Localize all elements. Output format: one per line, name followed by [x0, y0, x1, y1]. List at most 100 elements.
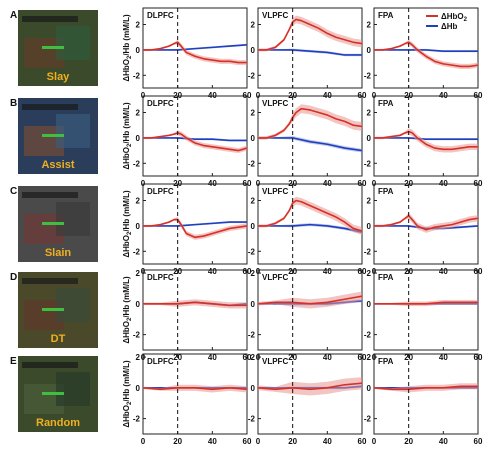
y-tick-label: 2 [367, 197, 372, 206]
x-tick-label: 40 [439, 267, 448, 276]
series-line-hb [374, 49, 478, 52]
y-tick-label: 2 [251, 21, 256, 30]
x-tick-label: 20 [404, 437, 413, 446]
series-line-hbo2 [257, 382, 363, 391]
y-tick-label: 0 [136, 46, 141, 55]
region-label: VLPFC [262, 357, 288, 366]
y-tick-label: -2 [133, 415, 141, 424]
y-tick-label: 2 [136, 21, 141, 30]
series-line-hbo2 [143, 218, 248, 239]
series-line-hbo2 [143, 41, 247, 64]
thumbnail-slain [18, 186, 98, 262]
region-label: FPA [378, 99, 394, 108]
series-line-hbo2 [258, 199, 363, 232]
series-line-hbo2 [374, 214, 479, 231]
plot-frame [373, 269, 479, 351]
y-tick-label: 0 [136, 384, 141, 393]
y-tick-label: 2 [251, 269, 256, 278]
y-tick-label: -2 [364, 331, 372, 340]
thumbnail-banner [22, 104, 78, 110]
y-axis-title: ΔHbO2/Hb (mM/L) [122, 276, 133, 344]
y-tick-label: 2 [367, 109, 372, 118]
event-label-assist: Assist [41, 159, 74, 171]
series-line-hb [258, 49, 362, 56]
plot-frame [373, 95, 479, 177]
thumbnail-slay [18, 10, 98, 86]
y-tick-label: -2 [133, 247, 141, 256]
series-line-hbo2 [142, 387, 248, 391]
y-tick-label: 2 [136, 353, 141, 362]
y-tick-label: 2 [367, 21, 372, 30]
y-tick-label: 0 [367, 46, 372, 55]
series-line-hbo2 [374, 301, 478, 305]
series-error-band [374, 39, 478, 69]
y-tick-label: -2 [364, 247, 372, 256]
series-line-hb [143, 137, 247, 142]
thumbnail-scene-blob [56, 288, 90, 322]
y-tick-label: -2 [248, 159, 256, 168]
x-tick-label: 40 [208, 267, 217, 276]
x-tick-label: 0 [372, 437, 377, 446]
y-tick-label: -2 [133, 159, 141, 168]
y-tick-label: 2 [136, 269, 141, 278]
plot-frame [373, 353, 479, 435]
y-tick-label: 0 [251, 134, 256, 143]
thumbnail-banner [22, 192, 78, 198]
event-label-random: Random [36, 417, 80, 429]
thumbnail-scene-blob [56, 114, 90, 148]
y-tick-label: 2 [136, 197, 141, 206]
y-tick-label: 2 [367, 269, 372, 278]
region-label: DLPFC [147, 273, 174, 282]
series-error-band [143, 299, 247, 309]
region-label: DLPFC [147, 357, 174, 366]
series-line-hbo2 [374, 41, 479, 68]
y-axis-title: ΔHbO2/Hb (mM/L) [122, 190, 133, 258]
event-label-dt: DT [51, 333, 66, 345]
x-tick-label: 40 [208, 437, 217, 446]
thumbnail-scene-blob [56, 26, 90, 60]
region-label: DLPFC [147, 187, 174, 196]
x-tick-label: 20 [288, 437, 297, 446]
event-label-slain: Slain [45, 247, 72, 259]
y-tick-label: 0 [251, 222, 256, 231]
y-tick-label: -2 [248, 331, 256, 340]
series-line-hb [143, 221, 247, 227]
y-tick-label: 2 [251, 353, 256, 362]
x-tick-label: 20 [173, 437, 182, 446]
region-label: DLPFC [147, 11, 174, 20]
y-tick-label: 0 [136, 222, 141, 231]
thumbnail-health-bar [42, 222, 64, 225]
thumbnail-random [18, 356, 98, 432]
x-tick-label: 40 [323, 437, 332, 446]
y-tick-label: 0 [136, 134, 141, 143]
series-line-hb [143, 44, 248, 51]
y-tick-label: 2 [251, 197, 256, 206]
panel-letter-b: B [10, 98, 17, 109]
y-tick-label: -2 [248, 415, 256, 424]
thumbnail-health-bar [42, 308, 64, 311]
plot-frame [257, 183, 363, 265]
x-tick-label: 0 [256, 437, 261, 446]
series-line-hbo2 [143, 132, 248, 152]
series-line-hbo2 [258, 107, 363, 139]
y-tick-label: -2 [133, 71, 141, 80]
plot-frame [142, 353, 248, 435]
y-tick-label: 0 [251, 300, 256, 309]
panel-letter-e: E [10, 356, 17, 367]
plot-frame [257, 7, 363, 89]
y-tick-label: 0 [251, 384, 256, 393]
panel-letter-a: A [10, 10, 17, 21]
region-label: VLPFC [262, 99, 288, 108]
y-tick-label: 0 [367, 222, 372, 231]
plot-frame [373, 183, 479, 265]
x-tick-label: 40 [439, 353, 448, 362]
